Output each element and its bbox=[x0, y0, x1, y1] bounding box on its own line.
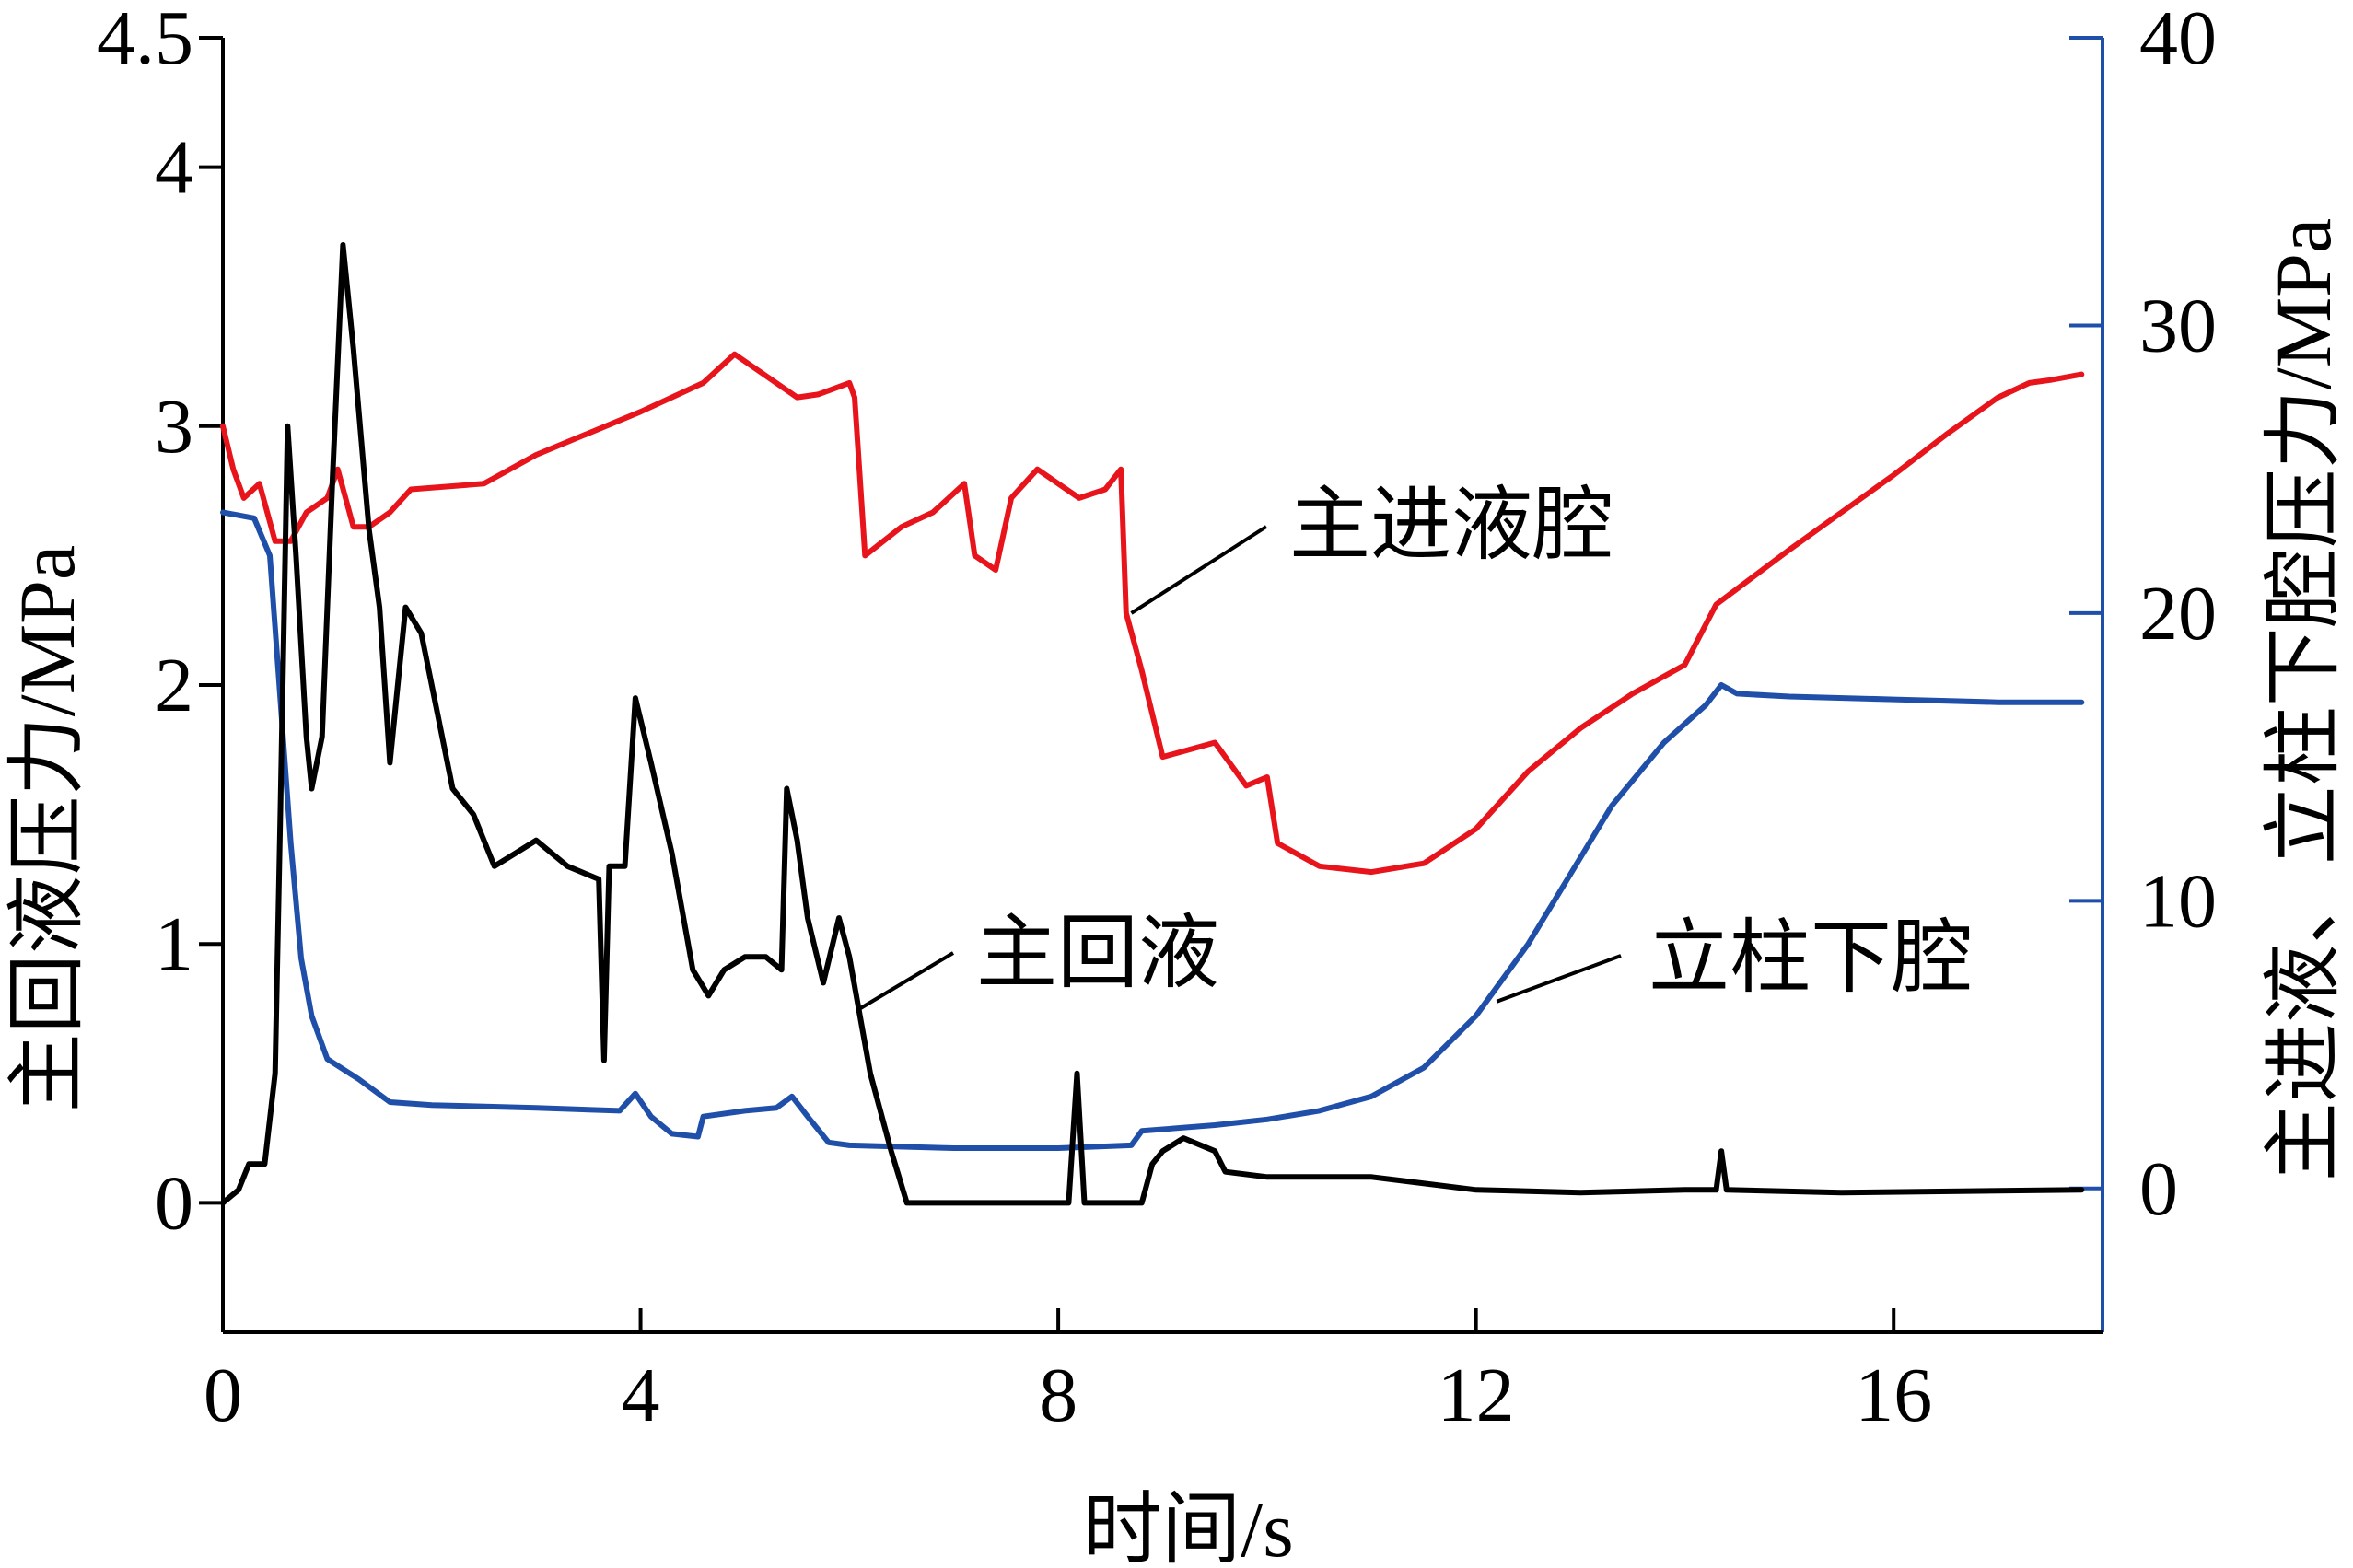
left-tick-label: 4.5 bbox=[97, 0, 193, 81]
right-tick-label: 20 bbox=[2139, 571, 2217, 656]
right-tick-label: 10 bbox=[2139, 858, 2217, 944]
series-line-main-inlet bbox=[220, 351, 2085, 876]
annotation-leader bbox=[858, 951, 955, 1011]
left-y-axis: 0 1 2 3 4 4.5 bbox=[97, 0, 225, 1332]
annotation-leader bbox=[1130, 525, 1268, 615]
x-tick-label: 12 bbox=[1438, 1353, 1515, 1438]
annotation-label: 立柱下腔 bbox=[1648, 914, 1973, 1004]
left-axis-title: 主回液压力/MPa bbox=[3, 545, 91, 1112]
right-y-axis: 0 10 20 30 40 bbox=[2069, 0, 2217, 1332]
right-axis-title: 主进液、立柱下腔压力/MPa bbox=[2259, 218, 2347, 1181]
x-tick-label: 4 bbox=[622, 1353, 660, 1438]
series-line-main-return bbox=[220, 242, 2085, 1206]
annotation-label: 主进液腔 bbox=[1289, 482, 1613, 571]
x-axis: 0 4 8 12 16 bbox=[204, 1308, 2103, 1438]
x-tick-label: 8 bbox=[1039, 1353, 1077, 1438]
x-tick-label: 16 bbox=[1855, 1353, 1932, 1438]
annotation-leader bbox=[1496, 954, 1622, 1004]
left-tick-label: 4 bbox=[155, 125, 193, 211]
left-tick-label: 1 bbox=[155, 901, 193, 987]
annotation-label: 主回液 bbox=[976, 910, 1219, 999]
right-tick-label: 0 bbox=[2139, 1146, 2178, 1232]
series-line-column-lower bbox=[220, 509, 2085, 1151]
right-tick-label: 40 bbox=[2139, 0, 2217, 81]
series-layer bbox=[220, 242, 2085, 1206]
x-tick-label: 0 bbox=[204, 1353, 242, 1438]
left-tick-label: 0 bbox=[155, 1160, 193, 1246]
left-tick-label: 3 bbox=[155, 384, 193, 470]
x-axis-title: 时间/s bbox=[1082, 1485, 1293, 1568]
left-tick-label: 2 bbox=[155, 643, 193, 728]
right-tick-label: 30 bbox=[2139, 283, 2217, 368]
